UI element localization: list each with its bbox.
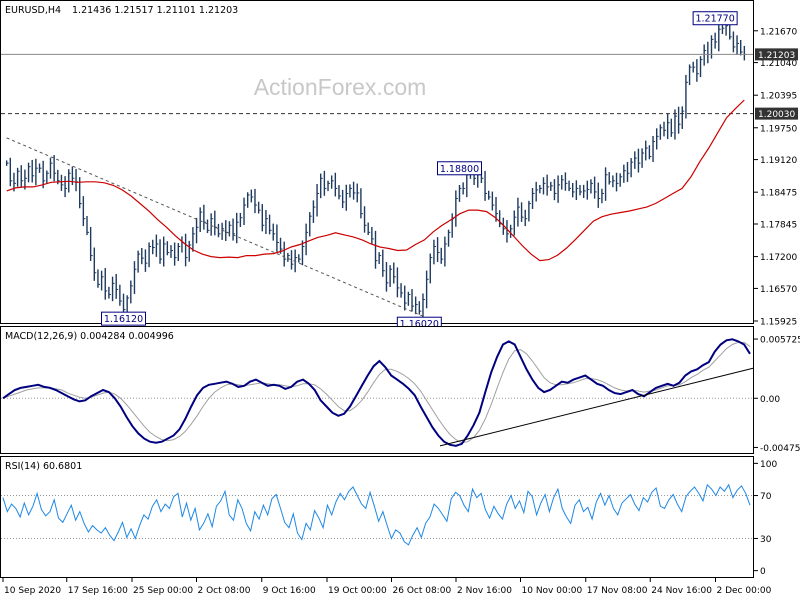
- price-tick-label: 1.21670: [760, 27, 797, 37]
- time-tick-label: 17 Sep 16:00: [68, 586, 128, 596]
- price-tag-text: 1.20030: [758, 110, 795, 120]
- moving-average-line: [6, 99, 745, 262]
- price-tag: [755, 107, 798, 120]
- price-overlays: 1.21770 1.18800 1.16120 1.16020: [1, 11, 753, 331]
- macd-label: MACD(12,26,9) 0.004284 0.004996: [5, 331, 174, 342]
- price-tick-label: 1.17845: [760, 221, 797, 231]
- price-tick-label: 1.19750: [760, 124, 797, 134]
- price-label-text: 1.21770: [695, 14, 734, 25]
- price-label-box: [436, 161, 482, 176]
- macd-main-line: [2, 338, 751, 447]
- price-axis: 1.21670 1.21040 1.20395 1.19750 1.19120 1.184…: [754, 27, 798, 328]
- price-bars: [5, 18, 747, 318]
- time-tick-label: 2 Dec 00:00: [717, 586, 772, 596]
- price-label-text: 1.16120: [104, 314, 143, 325]
- macd-panel: 0.005725 0.00 -0.004755: [1, 336, 800, 454]
- time-tick-label: 10 Sep 2020: [4, 586, 61, 596]
- time-tick-label: 17 Nov 08:00: [587, 586, 648, 596]
- rsi-tick-label: 70: [760, 492, 772, 502]
- price-tick-label: 1.19120: [760, 156, 797, 166]
- price-tag: [755, 48, 798, 61]
- time-tick-label: 9 Oct 16:00: [263, 586, 316, 596]
- price-tick-label: 1.16570: [760, 285, 797, 295]
- rsi-label: RSI(14) 60.6801: [5, 461, 82, 472]
- price-label-text: 1.16020: [400, 319, 439, 330]
- rsi-line: [2, 483, 751, 546]
- macd-panel-frame: [0, 326, 754, 454]
- time-tick-label: 10 Nov 00:00: [522, 586, 583, 596]
- time-tick-label: 19 Oct 00:00: [328, 586, 387, 596]
- price-label-text: 1.18800: [440, 164, 479, 175]
- macd-trendline: [439, 367, 754, 447]
- time-tick-label: 26 Oct 08:00: [393, 586, 452, 596]
- time-tick-label: 24 Nov 16:00: [651, 586, 712, 596]
- price-label-box: [101, 311, 147, 326]
- price-tick-label: 1.15925: [760, 318, 797, 328]
- price-label-box: [692, 11, 738, 26]
- price-tick-label: 1.20395: [760, 92, 797, 102]
- rsi-tick-label: 30: [760, 535, 772, 545]
- macd-tick-label: 0.00: [760, 395, 780, 405]
- price-tick-label: 1.17200: [760, 253, 797, 263]
- macd-signal-line: [2, 341, 751, 444]
- macd-tick-label: -0.004755: [760, 444, 800, 454]
- rsi-tick-label: 100: [760, 460, 777, 470]
- time-tick-label: 25 Sep 00:00: [133, 586, 193, 596]
- time-tick-label: 2 Oct 08:00: [198, 586, 251, 596]
- rsi-panel: 100 70 30 0: [1, 460, 777, 577]
- price-panel-frame: [0, 0, 754, 324]
- price-tick-label: 1.21040: [760, 59, 797, 69]
- watermark-text: ActionForex.com: [254, 74, 427, 100]
- time-tick-label: 2 Nov 16:00: [457, 586, 512, 596]
- price-tag-text: 1.21203: [758, 51, 795, 61]
- symbol-label: EURUSD,H4: [5, 5, 61, 16]
- macd-tick-label: 0.005725: [760, 336, 800, 346]
- ohlc-header: 1.21436 1.21517 1.21101 1.21203: [72, 5, 238, 16]
- time-axis: 10 Sep 2020 17 Sep 16:00 25 Sep 00:00 2 Oct…: [2, 578, 772, 596]
- price-tick-label: 1.18475: [760, 189, 797, 199]
- rsi-tick-label: 0: [760, 567, 766, 577]
